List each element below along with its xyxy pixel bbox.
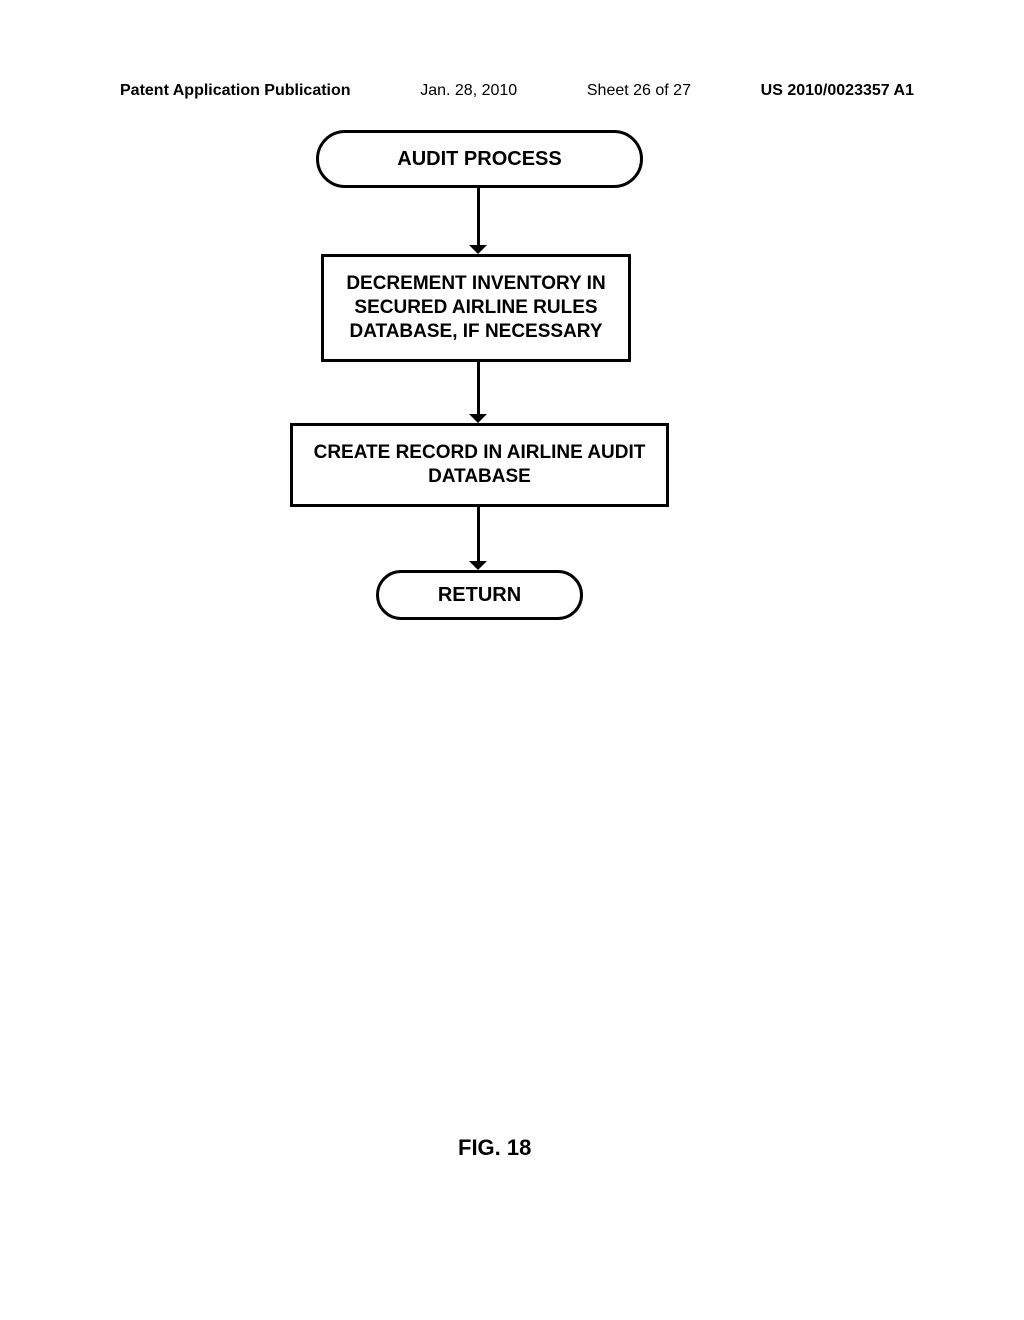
flowchart-node-step1: DECREMENT INVENTORY INSECURED AIRLINE RU… — [321, 254, 631, 362]
flowchart-edge-0 — [477, 188, 480, 245]
page-header: Patent Application Publication Jan. 28, … — [0, 82, 1024, 100]
flowchart-arrowhead-1 — [469, 414, 487, 423]
flowchart-arrowhead-0 — [469, 245, 487, 254]
header-sheet: Sheet 26 of 27 — [587, 82, 691, 100]
flowchart-node-label: CREATE RECORD IN AIRLINE AUDITDATABASE — [314, 441, 646, 489]
figure-label: FIG. 18 — [458, 1135, 531, 1161]
figure-label-text: FIG. 18 — [458, 1135, 531, 1160]
flowchart-node-step2: CREATE RECORD IN AIRLINE AUDITDATABASE — [290, 423, 669, 507]
flowchart-node-return: RETURN — [376, 570, 583, 620]
flowchart-edge-1 — [477, 362, 480, 414]
flowchart-node-label: AUDIT PROCESS — [397, 147, 561, 172]
header-date: Jan. 28, 2010 — [420, 82, 517, 100]
flowchart-edge-2 — [477, 507, 480, 561]
header-docnum: US 2010/0023357 A1 — [761, 82, 914, 100]
header-publication: Patent Application Publication — [120, 82, 351, 100]
flowchart-arrowhead-2 — [469, 561, 487, 570]
flowchart-node-start: AUDIT PROCESS — [316, 130, 643, 188]
flowchart-node-label: DECREMENT INVENTORY INSECURED AIRLINE RU… — [346, 272, 605, 343]
flowchart-node-label: RETURN — [438, 583, 521, 608]
